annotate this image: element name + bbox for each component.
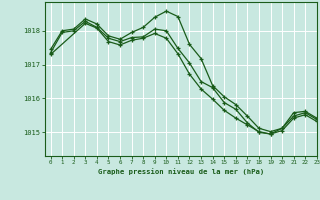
- X-axis label: Graphe pression niveau de la mer (hPa): Graphe pression niveau de la mer (hPa): [98, 168, 264, 175]
